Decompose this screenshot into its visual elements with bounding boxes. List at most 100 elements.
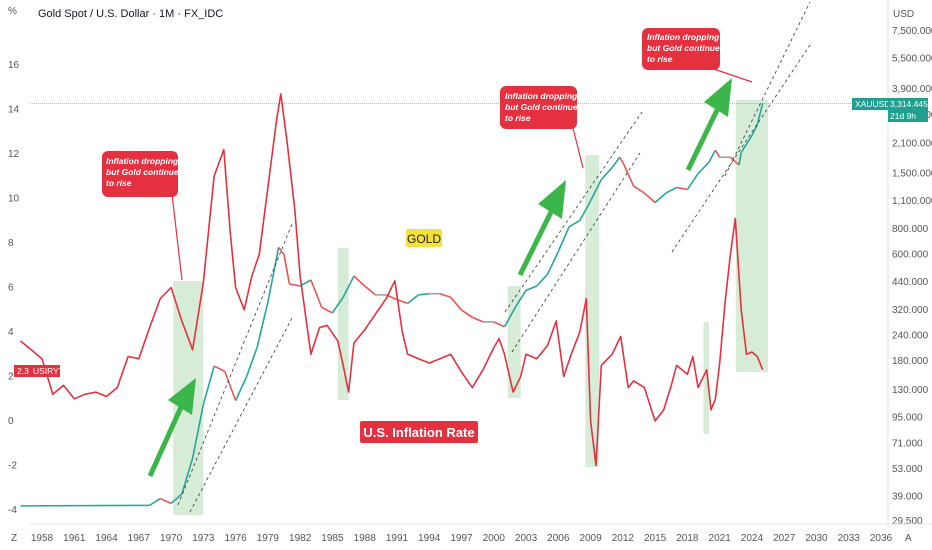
xauusd-segment — [283, 254, 291, 285]
xauusd-segment — [364, 285, 376, 296]
xauusd-segment — [589, 179, 603, 202]
xauusd-segment — [396, 298, 408, 305]
xauusd-segment — [407, 294, 419, 305]
annotation-note: Inflation dropping but Gold continues to… — [102, 151, 184, 197]
up-arrow-icon — [147, 378, 196, 478]
svg-text:U.S. Inflation Rate: U.S. Inflation Rate — [363, 425, 474, 440]
xauusd-segment — [738, 152, 742, 166]
xauusd-segment — [643, 192, 656, 204]
time-tick-label: 2003 — [515, 533, 538, 544]
xauusd-segment — [579, 200, 592, 221]
time-tick-label: 2021 — [709, 533, 732, 544]
right-axis[interactable]: 7,500.0005,500.0003,900.0002,900.0002,10… — [892, 26, 932, 527]
time-tick-label: 1973 — [192, 533, 215, 544]
xauusd-price-label: XAUUSD 3,314.445 21d 9h — [852, 98, 928, 122]
right-tick-label: 95.000 — [892, 413, 923, 424]
svg-text:Inflation dropping: Inflation dropping — [505, 91, 578, 101]
right-tick-label: 320.000 — [892, 305, 929, 316]
right-tick-label: 5,500.000 — [892, 53, 932, 64]
left-tick-label: 0 — [8, 416, 14, 427]
xauusd-segment — [170, 493, 183, 504]
highlight-zone — [735, 100, 769, 372]
right-tick-label: 71.000 — [892, 438, 923, 449]
up-arrow-icon — [517, 180, 566, 277]
time-tick-label: 1964 — [95, 533, 118, 544]
left-tick-label: 16 — [8, 60, 20, 71]
xauusd-segment — [181, 457, 194, 495]
channel-lines-2020s — [671, 1, 813, 253]
xauusd-segment — [20, 504, 150, 507]
xauusd-segment — [342, 275, 355, 298]
xauusd-segment — [514, 289, 527, 308]
left-axis[interactable]: 16 14 12 10 8 6 4 2 0 -2 -4 — [8, 60, 20, 516]
xauusd-segment — [756, 103, 764, 125]
highlight-zones — [173, 100, 769, 515]
svg-text:to rise: to rise — [505, 113, 531, 123]
xauusd-segment — [546, 251, 560, 275]
time-tick-label: 1958 — [31, 533, 54, 544]
time-tick-label: 2030 — [805, 533, 828, 544]
svg-text:21d 9h: 21d 9h — [890, 111, 916, 121]
xauusd-segment — [751, 124, 759, 136]
xauusd-segment — [224, 371, 237, 401]
xauusd-segment — [493, 321, 505, 328]
svg-text:Inflation dropping: Inflation dropping — [106, 156, 179, 166]
highlight-zone — [337, 248, 349, 400]
right-tick-label: 2,100.000 — [892, 139, 932, 150]
left-tick-label: 6 — [8, 283, 14, 294]
xauusd-segment — [708, 149, 717, 163]
time-tick-label: 1982 — [289, 533, 312, 544]
svg-text:to rise: to rise — [647, 54, 673, 64]
xauusd-segment — [245, 347, 258, 378]
time-tick-label: 1967 — [128, 533, 151, 544]
left-tick-label: 2 — [8, 372, 14, 383]
svg-text:but Gold continues: but Gold continues — [647, 43, 725, 53]
xauusd-segment — [461, 309, 473, 318]
auto-scale-icon[interactable]: A — [905, 533, 912, 544]
xauusd-segment — [622, 161, 635, 187]
right-tick-label: 180.000 — [892, 356, 929, 367]
time-tick-label: 2018 — [676, 533, 699, 544]
time-tick-label: 1985 — [321, 533, 344, 544]
xauusd-segment — [159, 497, 172, 505]
xauusd-segment — [740, 135, 753, 153]
xauusd-segment — [256, 301, 269, 348]
svg-text:but Gold continues: but Gold continues — [106, 167, 184, 177]
zoom-icon[interactable]: Z — [11, 533, 17, 544]
inflation-tag: U.S. Inflation Rate — [360, 421, 478, 443]
right-tick-label: 29.500 — [892, 516, 923, 527]
time-tick-label: 2027 — [773, 533, 796, 544]
time-tick-label: 1988 — [354, 533, 377, 544]
xauusd-segment — [331, 296, 344, 314]
time-tick-label: 1976 — [224, 533, 247, 544]
svg-text:Inflation dropping: Inflation dropping — [647, 32, 720, 42]
xauusd-segment — [213, 365, 226, 373]
xauusd-segment — [353, 275, 366, 287]
time-tick-label: 2006 — [547, 533, 570, 544]
time-tick-label: 2036 — [870, 533, 893, 544]
time-tick-label: 1961 — [63, 533, 86, 544]
time-tick-label: 2033 — [838, 533, 861, 544]
xauusd-segment — [665, 186, 678, 194]
time-tick-label: 1991 — [386, 533, 409, 544]
time-axis[interactable]: 1958 1961 1964 1967 1970 1973 1976 1979 1982 1985… — [31, 533, 893, 544]
xauusd-segment — [600, 167, 613, 181]
xauusd-segment — [611, 156, 621, 169]
right-tick-label: 600.000 — [892, 249, 929, 260]
right-tick-label: 130.000 — [892, 385, 929, 396]
xauusd-segment — [439, 292, 451, 298]
left-tick-label: 8 — [8, 238, 14, 249]
time-tick-label: 2009 — [579, 533, 602, 544]
xauusd-segment — [525, 285, 538, 292]
xauusd-segment — [729, 156, 740, 166]
time-tick-label: 2000 — [483, 533, 506, 544]
chart-title: Gold Spot / U.S. Dollar · 1M · FX_IDC — [38, 8, 223, 20]
left-unit-label: % — [8, 6, 17, 17]
left-tick-label: -4 — [8, 505, 17, 516]
time-tick-label: 1970 — [160, 533, 183, 544]
annotation-note: Inflation dropping but Gold continues to… — [500, 86, 583, 129]
time-tick-label: 1979 — [257, 533, 280, 544]
xauusd-segment — [503, 306, 516, 328]
xauusd-segment — [568, 219, 581, 228]
